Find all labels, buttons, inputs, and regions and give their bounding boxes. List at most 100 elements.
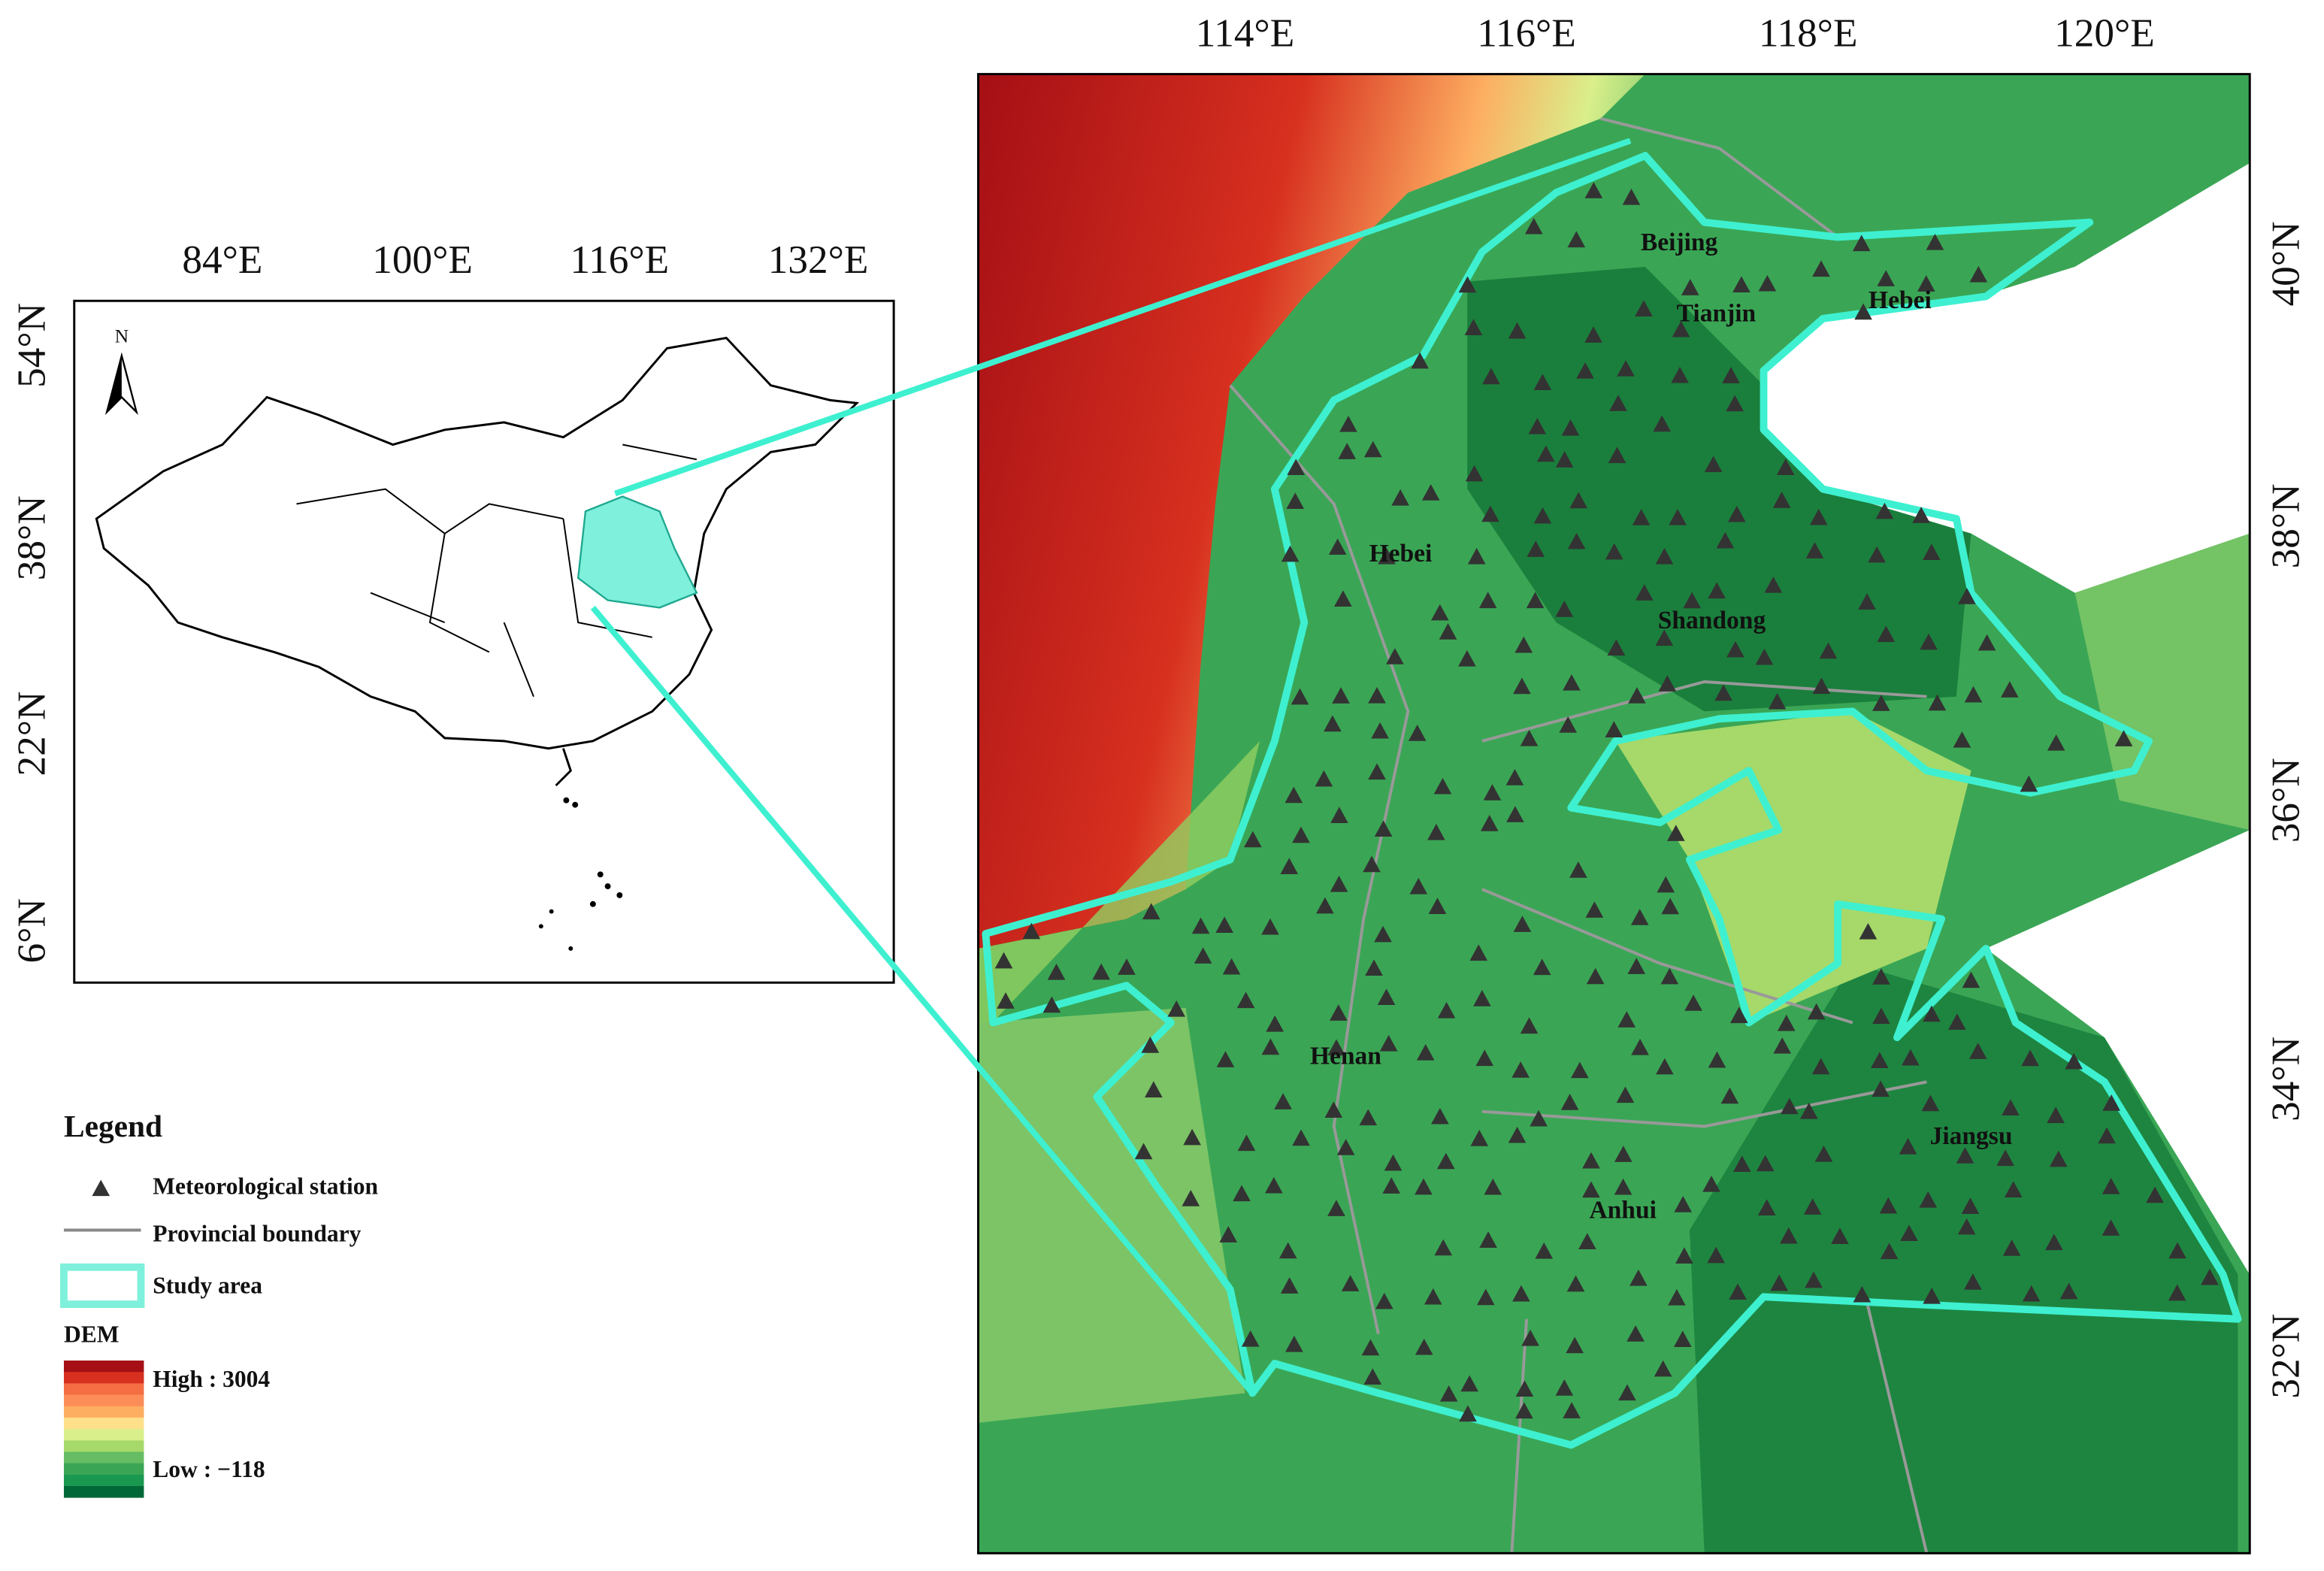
station xyxy=(1022,922,1041,940)
station xyxy=(1707,1246,1725,1264)
inset-x-label: 132°E xyxy=(768,238,869,282)
station xyxy=(1582,1181,1600,1198)
station xyxy=(1779,1227,1798,1244)
sea xyxy=(1763,162,2250,593)
station xyxy=(1533,958,1551,976)
inset-y-label: 38°N xyxy=(10,495,54,580)
station xyxy=(1584,182,1603,198)
station xyxy=(1566,1336,1584,1354)
station xyxy=(1870,1052,1889,1069)
station xyxy=(1439,1385,1458,1402)
station xyxy=(1470,1130,1489,1146)
station xyxy=(1569,492,1588,509)
station xyxy=(1194,947,1212,964)
station xyxy=(1236,991,1255,1009)
inset-x-label: 116°E xyxy=(570,238,670,282)
main-y-label: 40°N xyxy=(2264,221,2308,306)
station xyxy=(1900,1224,1918,1242)
station xyxy=(1384,1154,1403,1171)
dem-peninsula xyxy=(2074,533,2250,831)
station xyxy=(1923,1005,1941,1022)
station xyxy=(1920,633,1938,650)
station xyxy=(1382,1177,1401,1194)
station xyxy=(1811,1058,1830,1075)
station xyxy=(1515,1380,1534,1397)
station xyxy=(1872,1080,1890,1097)
station xyxy=(1675,1247,1693,1264)
station xyxy=(1421,484,1440,501)
station xyxy=(1375,1292,1393,1309)
legend-study-icon xyxy=(60,1263,145,1309)
station xyxy=(1654,1360,1672,1377)
station xyxy=(1812,677,1831,695)
ramp-step xyxy=(63,1440,144,1452)
station xyxy=(1727,505,1746,522)
province-label: Anhui xyxy=(1589,1197,1656,1224)
station xyxy=(1858,593,1876,610)
station xyxy=(1902,1049,1920,1066)
station xyxy=(1512,1285,1530,1302)
hainan xyxy=(555,748,572,787)
station xyxy=(1215,916,1233,934)
station xyxy=(1482,368,1500,385)
station xyxy=(1616,1086,1635,1103)
station xyxy=(1635,300,1653,316)
station xyxy=(1409,877,1428,894)
station xyxy=(1365,959,1383,976)
dem-mountains xyxy=(978,74,1645,949)
station xyxy=(1505,769,1524,786)
station xyxy=(1926,233,1944,250)
station xyxy=(1563,1402,1581,1418)
legend-title: Legend xyxy=(64,1109,162,1143)
station xyxy=(1118,958,1136,975)
station xyxy=(1683,592,1701,609)
station xyxy=(1526,592,1545,609)
station xyxy=(1515,1402,1533,1419)
station xyxy=(1879,1197,1898,1214)
main-x-label: 118°E xyxy=(1759,11,1858,56)
province-label: Tianjin xyxy=(1677,300,1757,328)
station xyxy=(1512,1061,1530,1078)
ramp-step xyxy=(63,1383,144,1395)
station xyxy=(1508,1126,1527,1143)
main-x-label: 114°E xyxy=(1196,11,1295,56)
station xyxy=(1607,639,1626,656)
station xyxy=(1287,459,1306,476)
station xyxy=(1469,944,1488,961)
station xyxy=(1614,1146,1633,1162)
legend-dem-high: High : 3004 xyxy=(153,1366,270,1392)
inset-y-label: 22°N xyxy=(10,692,54,776)
station xyxy=(1571,1061,1589,1079)
station xyxy=(1434,1239,1453,1256)
station xyxy=(1953,731,1971,748)
station xyxy=(1978,634,1996,651)
station xyxy=(1291,688,1309,705)
station xyxy=(1758,274,1777,292)
station xyxy=(1042,996,1061,1013)
station xyxy=(1274,1093,1292,1109)
station xyxy=(1341,1275,1360,1291)
station xyxy=(1336,1139,1355,1155)
station xyxy=(1433,777,1452,795)
station xyxy=(1424,1288,1442,1305)
station xyxy=(2059,1282,2078,1300)
main-y-label: 38°N xyxy=(2264,483,2308,568)
station xyxy=(1631,1038,1649,1055)
dem-shandong-hills xyxy=(1615,711,1971,1023)
station xyxy=(1330,807,1348,823)
station xyxy=(1809,508,1828,525)
station xyxy=(1632,509,1651,525)
station xyxy=(2102,1094,2120,1111)
station xyxy=(1655,1058,1674,1075)
station xyxy=(997,992,1015,1009)
station xyxy=(1533,374,1552,391)
station xyxy=(1479,1231,1497,1248)
station xyxy=(1773,1037,1792,1054)
station xyxy=(1458,649,1476,667)
station xyxy=(1368,686,1386,704)
station xyxy=(1964,1273,1982,1290)
station xyxy=(1854,303,1872,320)
station xyxy=(1431,1107,1449,1125)
station xyxy=(1708,582,1726,599)
station xyxy=(1921,1094,1940,1112)
